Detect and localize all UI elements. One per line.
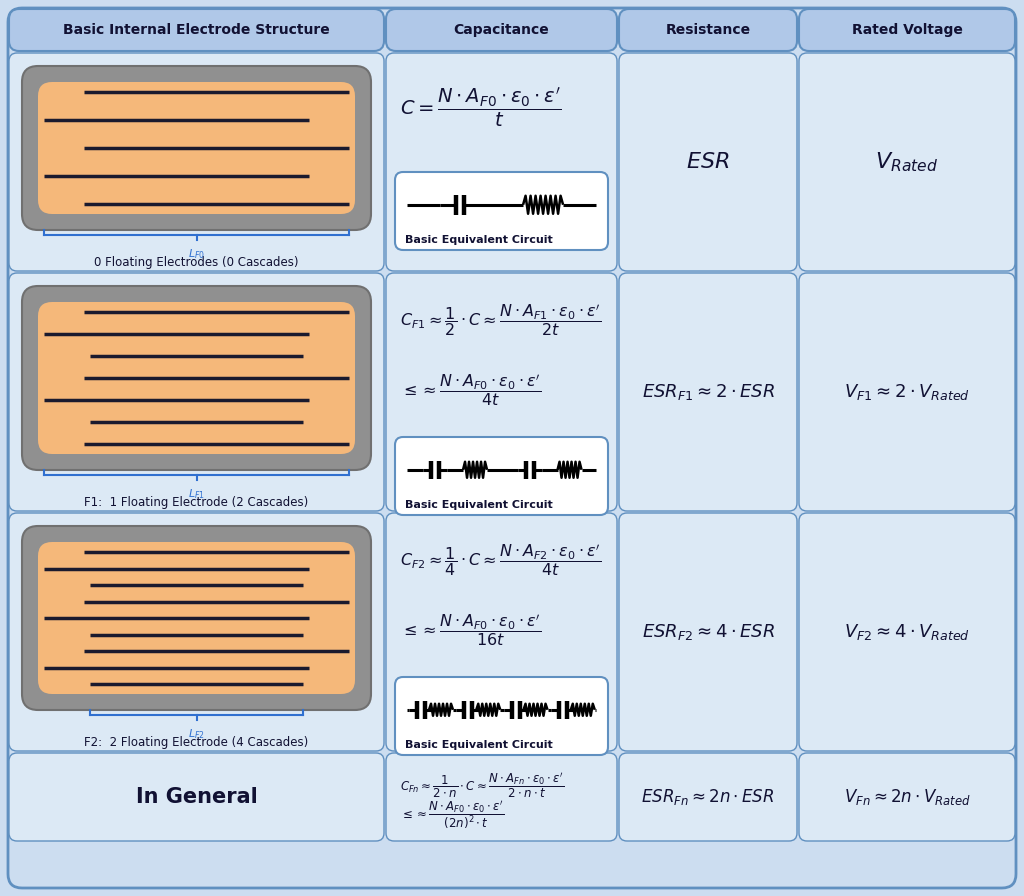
Text: $V_{F1}\approx2\cdot V_{\mathit{Rated}}$: $V_{F1}\approx2\cdot V_{\mathit{Rated}}$: [844, 382, 970, 402]
Text: Resistance: Resistance: [666, 23, 751, 37]
Text: $\mathit{ESR}_{F1}\approx2\cdot \mathit{ESR}$: $\mathit{ESR}_{F1}\approx2\cdot \mathit{…: [641, 382, 774, 402]
FancyBboxPatch shape: [386, 273, 617, 511]
Text: Basic Internal Electrode Structure: Basic Internal Electrode Structure: [63, 23, 330, 37]
FancyBboxPatch shape: [386, 9, 617, 51]
FancyBboxPatch shape: [22, 286, 371, 470]
Text: $\mathit{ESR}_{F2}\approx4\cdot \mathit{ESR}$: $\mathit{ESR}_{F2}\approx4\cdot \mathit{…: [641, 622, 774, 642]
Text: $\leq\approx\dfrac{N \cdot A_{F0} \cdot \varepsilon_{0} \cdot \varepsilon^{\prim: $\leq\approx\dfrac{N \cdot A_{F0} \cdot …: [400, 372, 542, 409]
Text: F1:  1 Floating Electrode (2 Cascades): F1: 1 Floating Electrode (2 Cascades): [84, 495, 308, 509]
Text: Basic Equivalent Circuit: Basic Equivalent Circuit: [406, 235, 553, 245]
FancyBboxPatch shape: [395, 677, 608, 755]
FancyBboxPatch shape: [799, 513, 1015, 751]
Text: $\mathit{ESR}$: $\mathit{ESR}$: [686, 152, 730, 172]
Text: Basic Equivalent Circuit: Basic Equivalent Circuit: [406, 500, 553, 510]
FancyBboxPatch shape: [799, 9, 1015, 51]
FancyBboxPatch shape: [9, 273, 384, 511]
Text: Rated Voltage: Rated Voltage: [852, 23, 963, 37]
FancyBboxPatch shape: [9, 513, 384, 751]
Text: F2:  2 Floating Electrode (4 Cascades): F2: 2 Floating Electrode (4 Cascades): [84, 736, 308, 748]
Text: $\mathit{ESR}_{Fn}\approx2n\cdot \mathit{ESR}$: $\mathit{ESR}_{Fn}\approx2n\cdot \mathit…: [641, 787, 775, 807]
FancyBboxPatch shape: [38, 302, 355, 454]
Text: $L_{F2}$: $L_{F2}$: [188, 727, 205, 741]
FancyBboxPatch shape: [799, 273, 1015, 511]
Text: $C_{F1}\approx\dfrac{1}{2}\cdot C\approx\dfrac{N \cdot A_{F1} \cdot \varepsilon_: $C_{F1}\approx\dfrac{1}{2}\cdot C\approx…: [400, 302, 601, 339]
FancyBboxPatch shape: [618, 273, 797, 511]
FancyBboxPatch shape: [38, 82, 355, 214]
FancyBboxPatch shape: [9, 753, 384, 841]
Text: $V_{F2}\approx4\cdot V_{\mathit{Rated}}$: $V_{F2}\approx4\cdot V_{\mathit{Rated}}$: [844, 622, 970, 642]
FancyBboxPatch shape: [618, 53, 797, 271]
FancyBboxPatch shape: [8, 8, 1016, 888]
FancyBboxPatch shape: [799, 53, 1015, 271]
FancyBboxPatch shape: [386, 513, 617, 751]
FancyBboxPatch shape: [22, 66, 371, 230]
Text: 0 Floating Electrodes (0 Cascades): 0 Floating Electrodes (0 Cascades): [94, 255, 299, 269]
FancyBboxPatch shape: [618, 9, 797, 51]
Text: $L_{F0}$: $L_{F0}$: [188, 247, 205, 261]
Text: $\leq\approx\dfrac{N \cdot A_{F0} \cdot \varepsilon_{0} \cdot \varepsilon^{\prim: $\leq\approx\dfrac{N \cdot A_{F0} \cdot …: [400, 798, 505, 831]
FancyBboxPatch shape: [22, 526, 371, 710]
Text: In General: In General: [135, 787, 257, 807]
Text: $C_{F2}\approx\dfrac{1}{4}\cdot C\approx\dfrac{N \cdot A_{F2} \cdot \varepsilon_: $C_{F2}\approx\dfrac{1}{4}\cdot C\approx…: [400, 541, 601, 579]
FancyBboxPatch shape: [386, 753, 617, 841]
Text: $L_{F1}$: $L_{F1}$: [188, 487, 205, 501]
Text: Capacitance: Capacitance: [454, 23, 549, 37]
Text: $C=\dfrac{N \cdot A_{F0} \cdot \varepsilon_{0} \cdot \varepsilon^{\prime}}{t}$: $C=\dfrac{N \cdot A_{F0} \cdot \varepsil…: [400, 85, 561, 129]
Text: $\leq\approx\dfrac{N \cdot A_{F0} \cdot \varepsilon_{0} \cdot \varepsilon^{\prim: $\leq\approx\dfrac{N \cdot A_{F0} \cdot …: [400, 611, 542, 649]
Text: $V_{Fn}\approx2n\cdot V_{\mathit{Rated}}$: $V_{Fn}\approx2n\cdot V_{\mathit{Rated}}…: [844, 787, 971, 807]
FancyBboxPatch shape: [799, 753, 1015, 841]
Text: Basic Equivalent Circuit: Basic Equivalent Circuit: [406, 740, 553, 750]
FancyBboxPatch shape: [618, 753, 797, 841]
FancyBboxPatch shape: [395, 172, 608, 250]
FancyBboxPatch shape: [9, 53, 384, 271]
FancyBboxPatch shape: [9, 9, 384, 51]
Text: $V_{\mathit{Rated}}$: $V_{\mathit{Rated}}$: [876, 151, 939, 174]
FancyBboxPatch shape: [395, 437, 608, 515]
FancyBboxPatch shape: [38, 542, 355, 694]
FancyBboxPatch shape: [386, 53, 617, 271]
FancyBboxPatch shape: [618, 513, 797, 751]
Text: $C_{Fn}\approx\dfrac{1}{2\cdot n}\cdot C\approx\dfrac{N \cdot A_{Fn} \cdot \vare: $C_{Fn}\approx\dfrac{1}{2\cdot n}\cdot C…: [400, 771, 564, 799]
